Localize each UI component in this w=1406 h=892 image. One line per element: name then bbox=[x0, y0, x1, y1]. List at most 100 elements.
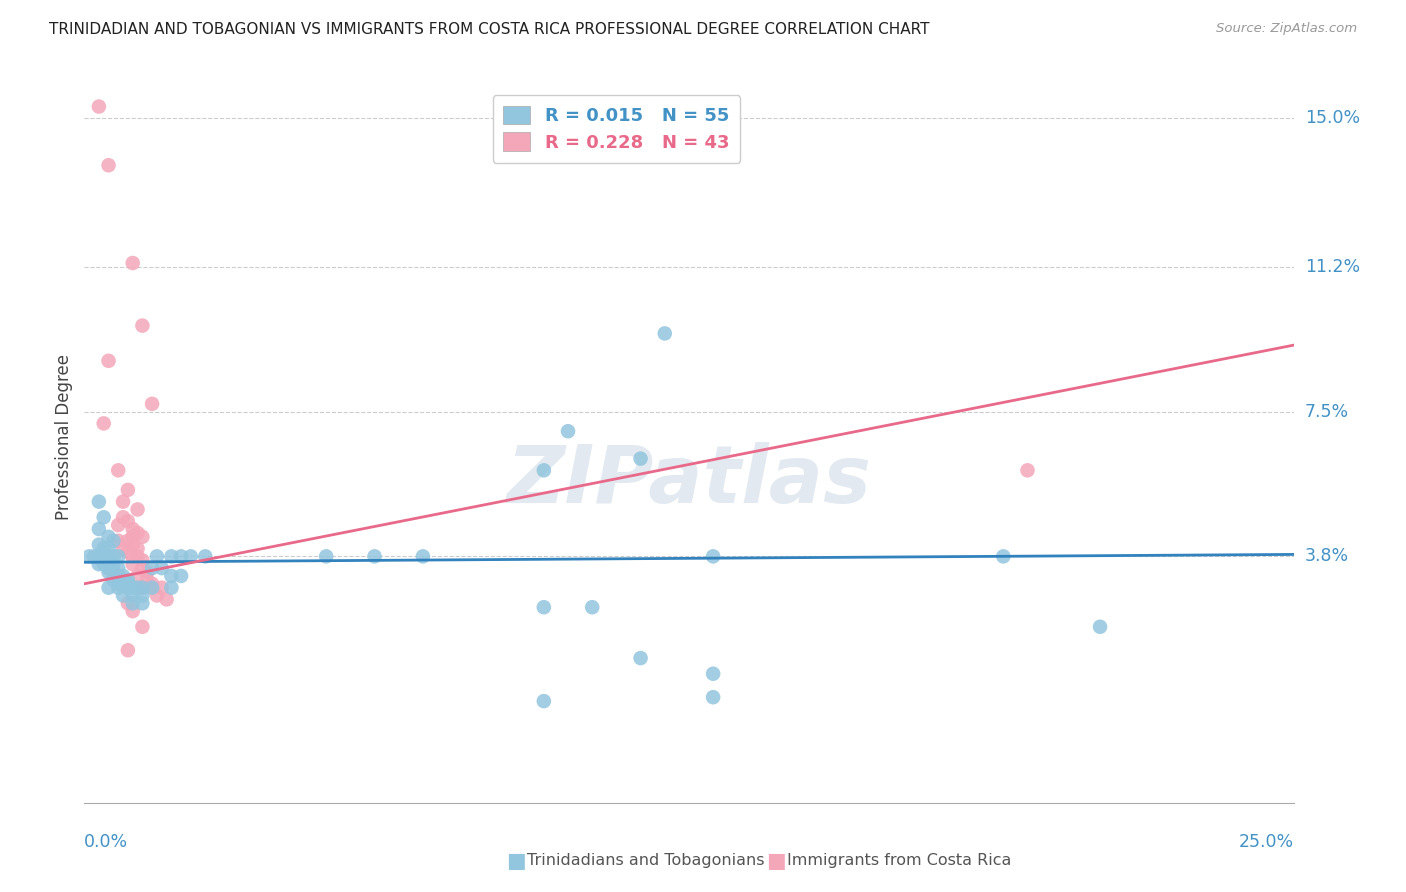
Point bbox=[97, 565, 120, 579]
Point bbox=[412, 549, 434, 564]
Point bbox=[630, 651, 652, 665]
Point bbox=[107, 463, 129, 477]
Point bbox=[170, 569, 193, 583]
Point bbox=[121, 549, 143, 564]
Point bbox=[107, 576, 129, 591]
Point bbox=[117, 514, 139, 528]
Point bbox=[131, 620, 153, 634]
Point bbox=[112, 541, 135, 556]
Point bbox=[127, 581, 149, 595]
Point bbox=[121, 522, 143, 536]
Point bbox=[170, 549, 193, 564]
Point bbox=[103, 565, 125, 579]
Text: 3.8%: 3.8% bbox=[1305, 548, 1348, 566]
Point bbox=[93, 549, 115, 564]
Point bbox=[131, 530, 153, 544]
Text: Immigrants from Costa Rica: Immigrants from Costa Rica bbox=[787, 854, 1012, 868]
Point bbox=[121, 558, 143, 572]
Text: ■: ■ bbox=[506, 851, 526, 871]
Point bbox=[117, 576, 139, 591]
Point bbox=[1088, 620, 1111, 634]
Point bbox=[127, 541, 149, 556]
Point bbox=[160, 569, 183, 583]
Point bbox=[87, 99, 110, 113]
Point bbox=[315, 549, 337, 564]
Point bbox=[127, 502, 149, 516]
Point bbox=[533, 600, 555, 615]
Point bbox=[160, 549, 183, 564]
Point bbox=[121, 538, 143, 552]
Point bbox=[131, 581, 153, 595]
Point bbox=[131, 589, 153, 603]
Point bbox=[581, 600, 603, 615]
Point bbox=[97, 561, 120, 575]
Point bbox=[112, 589, 135, 603]
Point bbox=[97, 581, 120, 595]
Point bbox=[83, 549, 105, 564]
Point bbox=[103, 558, 125, 572]
Point bbox=[87, 494, 110, 508]
Point bbox=[93, 510, 115, 524]
Point bbox=[112, 494, 135, 508]
Text: 0.0%: 0.0% bbox=[84, 833, 128, 851]
Text: TRINIDADIAN AND TOBAGONIAN VS IMMIGRANTS FROM COSTA RICA PROFESSIONAL DEGREE COR: TRINIDADIAN AND TOBAGONIAN VS IMMIGRANTS… bbox=[49, 22, 929, 37]
Point bbox=[77, 549, 100, 564]
Point bbox=[121, 256, 143, 270]
Point bbox=[121, 530, 143, 544]
Point bbox=[121, 589, 143, 603]
Point bbox=[121, 581, 143, 595]
Point bbox=[131, 581, 153, 595]
Point bbox=[363, 549, 385, 564]
Point bbox=[702, 666, 724, 681]
Point bbox=[87, 558, 110, 572]
Point bbox=[107, 561, 129, 575]
Y-axis label: Professional Degree: Professional Degree bbox=[55, 354, 73, 520]
Point bbox=[103, 549, 125, 564]
Point bbox=[103, 573, 125, 587]
Point bbox=[93, 541, 115, 556]
Point bbox=[194, 549, 217, 564]
Point bbox=[131, 561, 153, 575]
Text: Trinidadians and Tobagonians: Trinidadians and Tobagonians bbox=[527, 854, 765, 868]
Point bbox=[117, 483, 139, 497]
Point bbox=[141, 576, 163, 591]
Point bbox=[117, 581, 139, 595]
Point bbox=[160, 581, 183, 595]
Point bbox=[702, 690, 724, 705]
Point bbox=[97, 353, 120, 368]
Point bbox=[180, 549, 202, 564]
Point bbox=[112, 510, 135, 524]
Point bbox=[141, 397, 163, 411]
Point bbox=[117, 573, 139, 587]
Point bbox=[141, 561, 163, 575]
Point bbox=[121, 596, 143, 610]
Point bbox=[112, 569, 135, 583]
Point bbox=[103, 533, 125, 548]
Point bbox=[131, 553, 153, 567]
Point bbox=[533, 463, 555, 477]
Point bbox=[141, 581, 163, 595]
Point bbox=[654, 326, 676, 341]
Point bbox=[630, 451, 652, 466]
Point bbox=[107, 569, 129, 583]
Point bbox=[136, 573, 159, 587]
Point bbox=[93, 417, 115, 431]
Point bbox=[533, 694, 555, 708]
Point bbox=[97, 541, 120, 556]
Point bbox=[702, 549, 724, 564]
Point bbox=[155, 592, 177, 607]
Point bbox=[1017, 463, 1039, 477]
Point bbox=[141, 581, 163, 595]
Point bbox=[127, 569, 149, 583]
Point bbox=[107, 549, 129, 564]
Point bbox=[121, 604, 143, 618]
Point bbox=[97, 158, 120, 172]
Point bbox=[97, 549, 120, 564]
Point bbox=[127, 549, 149, 564]
Point bbox=[131, 596, 153, 610]
Text: Source: ZipAtlas.com: Source: ZipAtlas.com bbox=[1216, 22, 1357, 36]
Point bbox=[87, 522, 110, 536]
Point bbox=[87, 549, 110, 564]
Point bbox=[107, 533, 129, 548]
Point bbox=[136, 565, 159, 579]
